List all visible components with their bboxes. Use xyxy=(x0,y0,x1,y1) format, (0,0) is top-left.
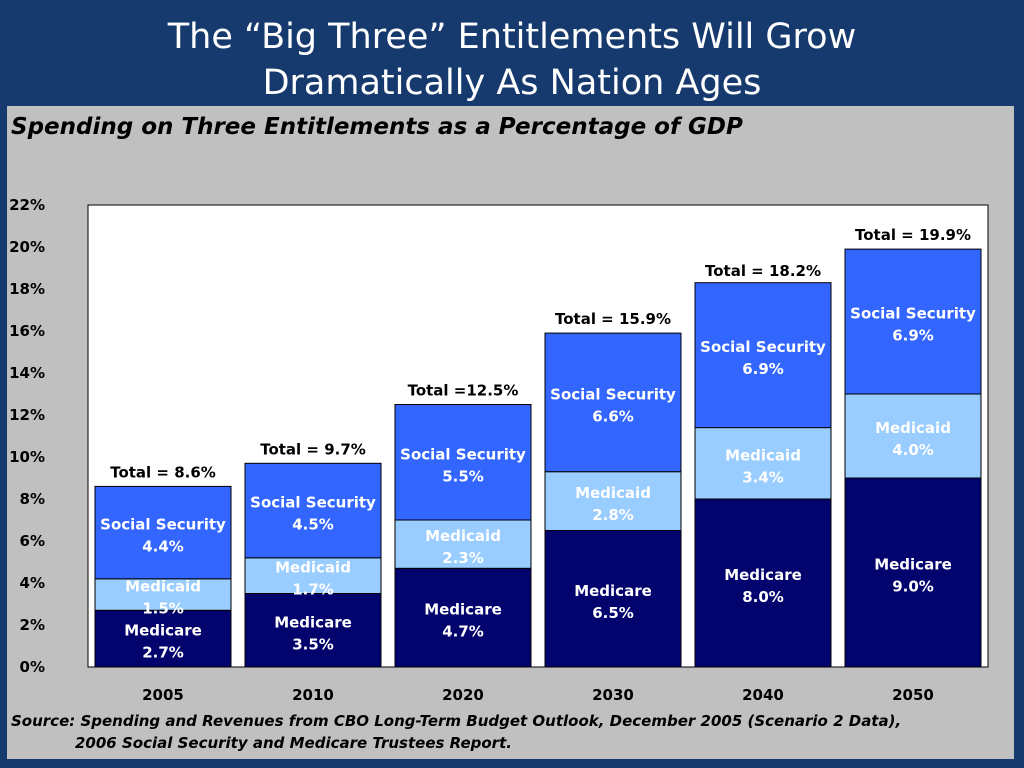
source-line-2: 2006 Social Security and Medicare Truste… xyxy=(75,734,512,752)
segment-value-medicare: 3.5% xyxy=(292,635,334,653)
bar-segment-medicare xyxy=(844,477,982,668)
segment-value-medicare: 2.7% xyxy=(142,644,184,662)
bar-segment-social-security xyxy=(94,485,232,580)
x-tick-label: 2010 xyxy=(292,686,334,704)
total-label: Total = 8.6% xyxy=(110,463,216,481)
y-tick-label: 8% xyxy=(20,490,45,508)
segment-label-medicaid: Medicaid xyxy=(425,527,501,545)
bar-segment-medicare xyxy=(394,567,532,668)
bar-segment-medicare xyxy=(694,498,832,668)
y-tick-label: 4% xyxy=(20,574,45,592)
x-tick-label: 2040 xyxy=(742,686,784,704)
segment-label-medicare: Medicare xyxy=(424,601,502,619)
bar-segment-social-security xyxy=(844,248,982,395)
segment-label-social-security: Social Security xyxy=(100,516,226,534)
bar-segment-medicaid xyxy=(244,557,382,594)
y-tick-label: 2% xyxy=(20,616,45,634)
source-note: Source: Spending and Revenues from CBO L… xyxy=(11,710,1011,754)
segment-value-social-security: 6.6% xyxy=(592,407,634,425)
segment-value-social-security: 6.9% xyxy=(892,327,934,345)
slide-title-line-1: The “Big Three” Entitlements Will Grow xyxy=(167,17,857,57)
bar-segment-medicare xyxy=(244,593,382,668)
segment-label-medicaid: Medicaid xyxy=(875,419,951,437)
x-tick-label: 2050 xyxy=(892,686,934,704)
total-label: Total = 19.9% xyxy=(855,226,971,244)
chart-subtitle: Spending on Three Entitlements as a Perc… xyxy=(11,114,743,140)
segment-value-medicare: 9.0% xyxy=(892,578,934,596)
y-tick-label: 0% xyxy=(20,658,45,676)
segment-label-medicare: Medicare xyxy=(574,582,652,600)
bar-segment-medicaid xyxy=(94,578,232,611)
segment-label-medicare: Medicare xyxy=(124,622,202,640)
x-tick-label: 2030 xyxy=(592,686,634,704)
segment-label-medicaid: Medicaid xyxy=(725,446,801,464)
segment-value-medicaid: 3.4% xyxy=(742,468,784,486)
total-label: Total = 18.2% xyxy=(705,262,821,280)
y-tick-label: 10% xyxy=(9,448,45,466)
segment-value-medicaid: 4.0% xyxy=(892,441,934,459)
bar-segment-medicaid xyxy=(394,519,532,569)
bar-segment-social-security xyxy=(544,332,682,473)
segment-label-social-security: Social Security xyxy=(700,338,826,356)
bar-segment-medicare xyxy=(544,530,682,668)
segment-value-medicaid: 2.3% xyxy=(442,549,484,567)
segment-value-social-security: 4.4% xyxy=(142,538,184,556)
bar-segment-social-security xyxy=(244,462,382,559)
y-tick-label: 6% xyxy=(20,532,45,550)
segment-value-medicare: 8.0% xyxy=(742,588,784,606)
y-tick-label: 20% xyxy=(9,238,45,256)
segment-label-medicare: Medicare xyxy=(274,613,352,631)
chart-panel: Spending on Three Entitlements as a Perc… xyxy=(7,106,1014,759)
plot-area xyxy=(87,204,989,668)
total-label: Total =12.5% xyxy=(408,382,519,400)
segment-value-medicaid: 2.8% xyxy=(592,506,634,524)
y-tick-label: 18% xyxy=(9,280,45,298)
segment-value-medicaid: 1.5% xyxy=(142,600,184,618)
y-tick-label: 16% xyxy=(9,322,45,340)
total-label: Total = 9.7% xyxy=(260,440,366,458)
total-label: Total = 15.9% xyxy=(555,310,671,328)
segment-label-social-security: Social Security xyxy=(550,385,676,403)
segment-value-social-security: 5.5% xyxy=(442,467,484,485)
bar-segment-medicaid xyxy=(544,471,682,532)
bar-segment-medicaid xyxy=(844,393,982,479)
segment-label-medicaid: Medicaid xyxy=(275,559,351,577)
segment-label-medicare: Medicare xyxy=(724,566,802,584)
bar-segment-medicaid xyxy=(694,427,832,500)
stacked-bar-chart: 0% 2% 4% 6% 8% 10% 12% 14% 16% 18% 20% 22% Medicare 2… xyxy=(9,196,989,704)
x-tick-label: 2005 xyxy=(142,686,184,704)
segment-label-medicaid: Medicaid xyxy=(575,484,651,502)
y-tick-label: 12% xyxy=(9,406,45,424)
segment-value-medicare: 4.7% xyxy=(442,623,484,641)
segment-label-medicaid: Medicaid xyxy=(125,578,201,596)
slide-title: The “Big Three” Entitlements Will Grow D… xyxy=(0,14,1024,106)
source-line-1: Source: Spending and Revenues from CBO L… xyxy=(11,712,902,730)
segment-value-social-security: 6.9% xyxy=(742,360,784,378)
x-tick-label: 2020 xyxy=(442,686,484,704)
y-tick-label: 14% xyxy=(9,364,45,382)
bar-segment-social-security xyxy=(394,404,532,521)
segment-label-social-security: Social Security xyxy=(400,445,526,463)
segment-value-medicaid: 1.7% xyxy=(292,581,334,599)
segment-value-medicare: 6.5% xyxy=(592,604,634,622)
segment-label-social-security: Social Security xyxy=(250,494,376,512)
segment-label-medicare: Medicare xyxy=(874,556,952,574)
slide-title-line-2: Dramatically As Nation Ages xyxy=(262,63,762,103)
y-tick-label: 22% xyxy=(9,196,45,214)
bar-segment-social-security xyxy=(694,282,832,429)
segment-value-social-security: 4.5% xyxy=(292,516,334,534)
segment-label-social-security: Social Security xyxy=(850,305,976,323)
